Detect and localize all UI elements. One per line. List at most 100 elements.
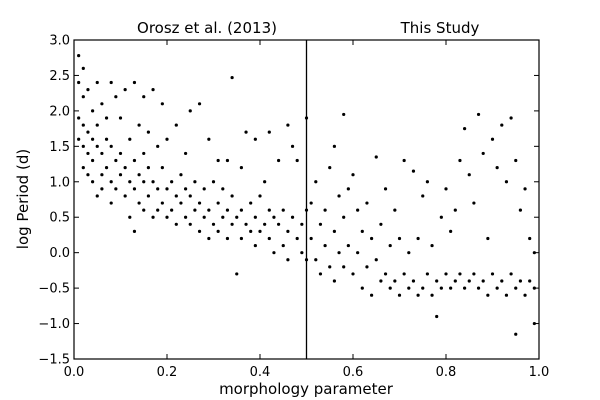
data-point xyxy=(109,144,113,148)
data-point xyxy=(86,130,90,134)
data-point xyxy=(142,95,146,99)
data-point xyxy=(286,123,290,127)
data-point xyxy=(277,222,281,226)
data-point xyxy=(118,151,123,156)
data-point xyxy=(91,109,95,113)
data-point xyxy=(430,293,434,297)
data-point xyxy=(272,251,276,255)
data-point xyxy=(81,144,85,148)
data-point xyxy=(230,222,234,226)
data-point xyxy=(416,293,420,297)
data-point xyxy=(165,215,169,219)
data-point xyxy=(365,265,369,269)
data-point xyxy=(160,166,164,170)
data-point xyxy=(207,208,211,212)
data-point xyxy=(95,194,99,198)
y-tick-label: 2.0 xyxy=(49,104,70,119)
data-point xyxy=(309,236,313,241)
data-point xyxy=(486,236,490,241)
data-point xyxy=(360,229,364,233)
data-point xyxy=(109,201,113,205)
data-point xyxy=(207,137,211,141)
data-point xyxy=(495,166,499,170)
data-point xyxy=(300,251,304,255)
data-point xyxy=(370,236,374,241)
data-point xyxy=(100,151,104,156)
data-point xyxy=(137,173,141,177)
data-point xyxy=(211,222,216,226)
data-point xyxy=(221,215,225,219)
data-point xyxy=(383,187,388,191)
data-point xyxy=(286,258,290,262)
data-point xyxy=(397,236,402,241)
data-point xyxy=(109,80,113,85)
points-layer xyxy=(77,53,536,336)
data-point xyxy=(509,116,513,120)
y-tick-label: −1.5 xyxy=(38,353,70,368)
data-point xyxy=(128,215,132,219)
data-point xyxy=(81,95,85,99)
data-point xyxy=(476,286,481,290)
data-point xyxy=(430,243,434,248)
data-point xyxy=(514,332,518,336)
data-point xyxy=(184,215,188,219)
data-point xyxy=(435,279,439,283)
data-point xyxy=(193,208,197,212)
data-point xyxy=(235,215,239,219)
data-point xyxy=(528,279,532,283)
data-point xyxy=(225,236,230,241)
data-point xyxy=(244,222,248,226)
data-point xyxy=(174,194,178,198)
data-point xyxy=(146,166,150,170)
data-point xyxy=(295,158,299,163)
data-point xyxy=(309,201,313,205)
data-point xyxy=(188,222,192,226)
data-point xyxy=(444,187,448,191)
data-point xyxy=(351,173,355,177)
data-point xyxy=(365,201,369,205)
data-point xyxy=(258,229,262,233)
data-point xyxy=(225,158,230,163)
data-point xyxy=(91,158,95,163)
data-point xyxy=(523,293,527,297)
data-point xyxy=(337,251,341,255)
data-point xyxy=(216,158,220,163)
data-point xyxy=(104,166,109,170)
data-point xyxy=(202,215,206,219)
x-tick-label: 0.8 xyxy=(436,365,457,380)
data-point xyxy=(118,116,123,120)
data-point xyxy=(146,130,150,134)
data-point xyxy=(490,272,495,276)
data-point xyxy=(300,222,304,226)
data-point xyxy=(225,208,230,212)
data-point xyxy=(509,272,513,276)
data-point xyxy=(332,229,336,233)
data-point xyxy=(253,137,257,141)
plot-frame xyxy=(73,39,540,360)
y-tick-label: 1.0 xyxy=(49,175,70,190)
data-point xyxy=(239,208,243,212)
data-point xyxy=(379,279,383,283)
data-point xyxy=(184,187,188,191)
data-point xyxy=(95,80,99,85)
data-point xyxy=(230,194,234,198)
data-point xyxy=(514,286,518,290)
data-point xyxy=(379,222,383,226)
data-point xyxy=(388,243,392,248)
data-point xyxy=(476,112,481,117)
data-point xyxy=(165,187,169,191)
data-point xyxy=(407,251,411,255)
data-point xyxy=(174,123,178,127)
data-point xyxy=(360,286,364,290)
y-tick-label: 0.0 xyxy=(49,246,70,261)
data-point xyxy=(351,272,355,276)
data-point xyxy=(202,187,206,191)
data-point xyxy=(239,166,243,170)
data-point xyxy=(221,187,225,191)
data-point xyxy=(416,236,420,241)
data-point xyxy=(100,187,104,191)
data-point xyxy=(337,194,341,198)
data-point xyxy=(123,194,127,198)
data-point xyxy=(318,272,323,276)
data-point xyxy=(518,208,523,212)
